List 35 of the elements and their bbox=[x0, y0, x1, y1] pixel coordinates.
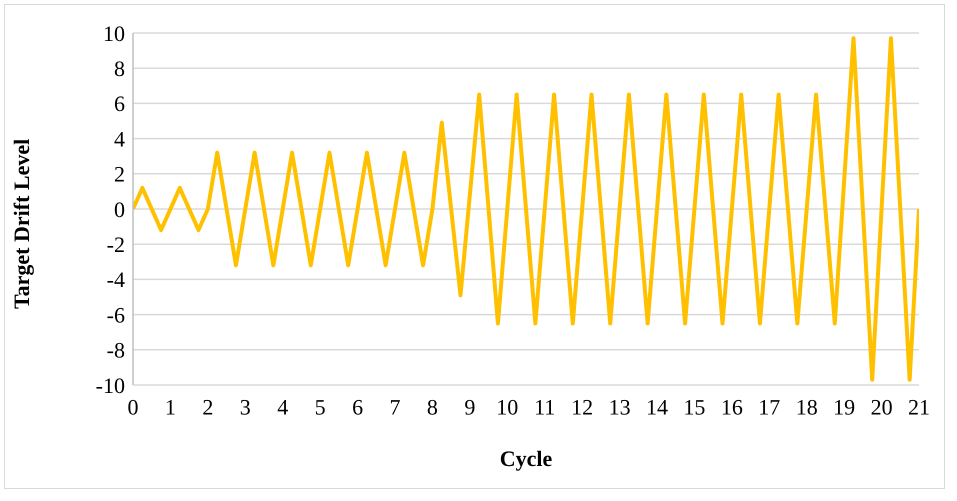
y-tick-label: -6 bbox=[106, 302, 125, 328]
x-tick-label: 1 bbox=[164, 394, 176, 420]
x-tick-label: 12 bbox=[571, 394, 594, 420]
y-tick-label: 6 bbox=[114, 91, 125, 116]
x-tick-label: 19 bbox=[833, 394, 856, 420]
x-tick-label: 4 bbox=[277, 394, 288, 420]
y-tick-label: -2 bbox=[106, 232, 125, 258]
x-tick-label: 16 bbox=[720, 394, 743, 420]
x-tick-label: 7 bbox=[390, 394, 400, 420]
y-tick-label: -8 bbox=[106, 338, 125, 363]
y-tick-label: 2 bbox=[114, 162, 125, 187]
x-tick-label: 6 bbox=[352, 394, 364, 420]
y-tick-label: -10 bbox=[96, 372, 125, 398]
x-tick-label: 21 bbox=[908, 394, 930, 420]
x-tick-label: 10 bbox=[496, 394, 518, 420]
x-tick-label: 9 bbox=[464, 394, 476, 420]
x-tick-label: 17 bbox=[758, 394, 780, 420]
x-tick-label: 2 bbox=[202, 394, 214, 420]
x-tick-label: 5 bbox=[314, 394, 326, 420]
x-tick-label: 11 bbox=[534, 394, 556, 420]
y-tick-label: 0 bbox=[114, 196, 125, 222]
line-series bbox=[133, 36, 919, 382]
x-tick-label: 20 bbox=[870, 394, 893, 420]
x-axis-title: Cycle bbox=[500, 446, 552, 471]
x-tick-label: 14 bbox=[646, 394, 668, 420]
x-tick-label: 8 bbox=[426, 394, 438, 420]
x-tick-label: 18 bbox=[796, 394, 818, 420]
y-axis-title: Target Drift Level bbox=[8, 138, 34, 309]
y-tick-label: 10 bbox=[103, 20, 125, 46]
x-tick-label: 13 bbox=[608, 394, 631, 420]
y-tick-label: 8 bbox=[114, 56, 125, 82]
y-tick-label: -4 bbox=[106, 267, 125, 292]
x-tick-label: 3 bbox=[240, 394, 251, 420]
y-tick-label: 4 bbox=[114, 126, 125, 152]
x-tick-label: 15 bbox=[683, 394, 706, 420]
